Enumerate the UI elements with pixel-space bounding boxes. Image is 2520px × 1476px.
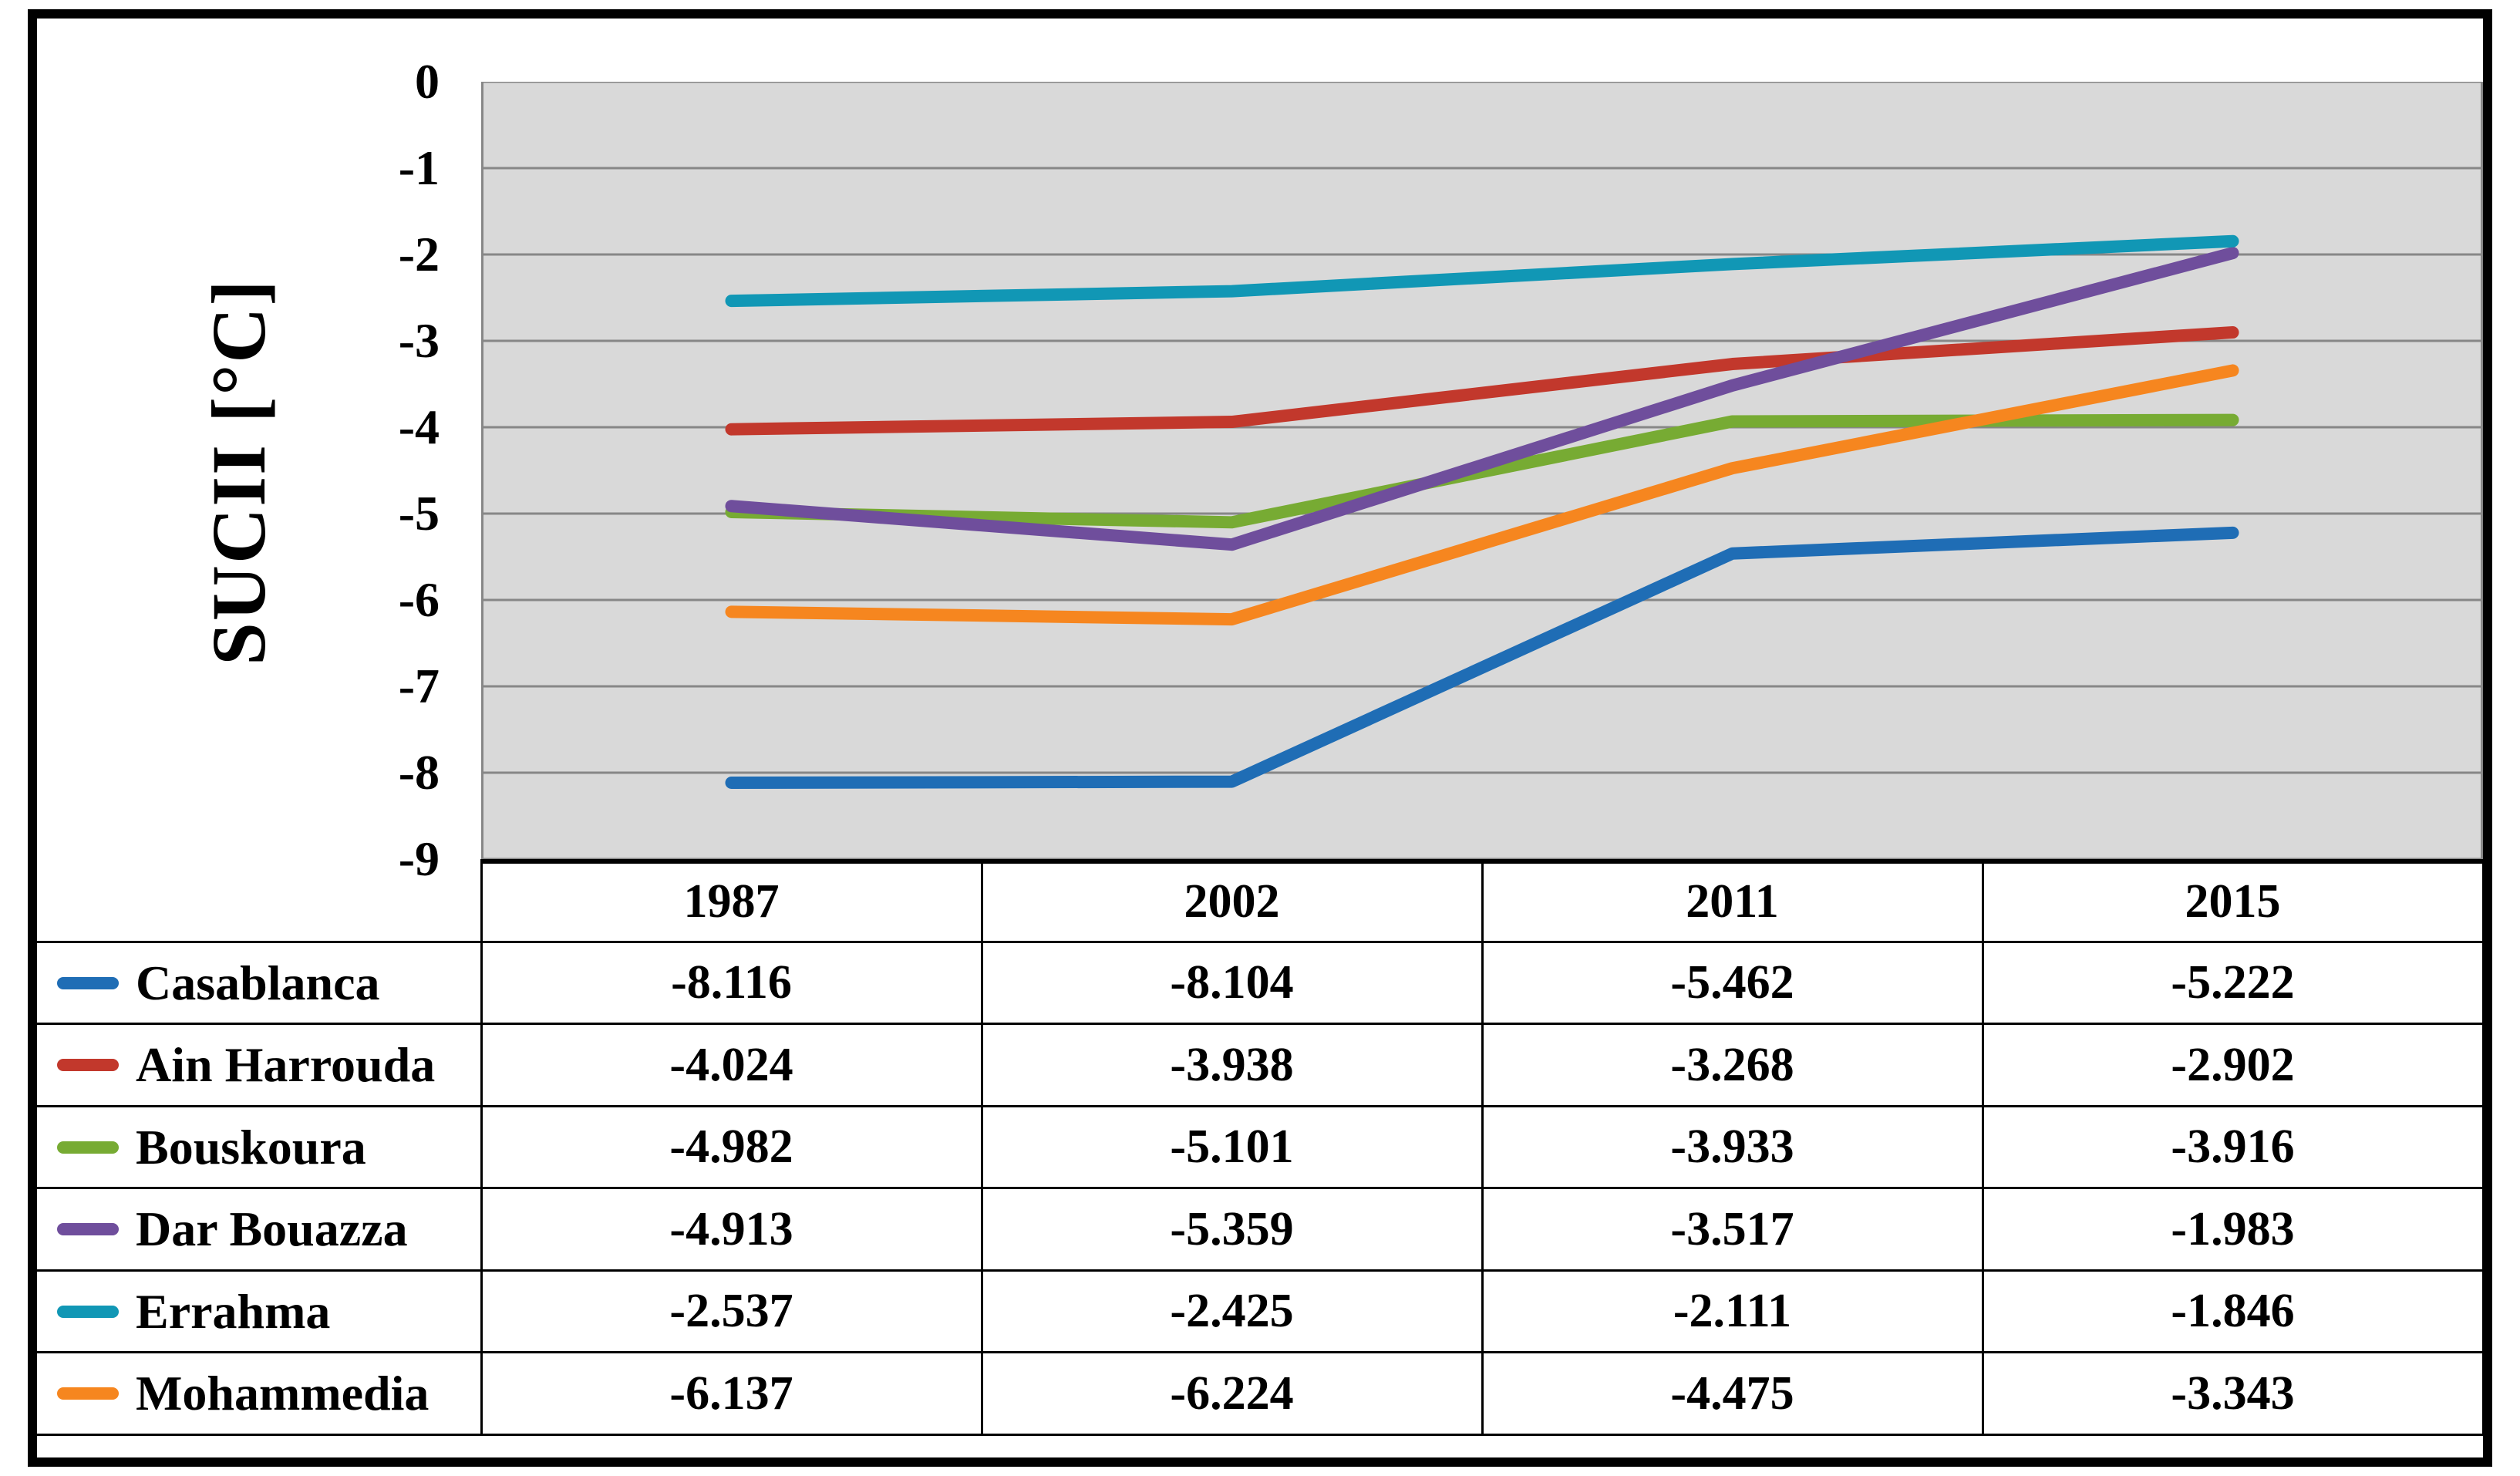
series-line-casablanca [725, 526, 2239, 789]
data-table: 1987 2002 2011 2015 Casablanca -8.116 -8.104 -5… [37, 858, 2485, 1436]
value-cell: -3.933 [1481, 1104, 1984, 1190]
city-name-label: Errahma [136, 1283, 331, 1339]
table-header-row: 1987 2002 2011 2015 [37, 858, 2485, 943]
value-cell: -3.938 [980, 1023, 1484, 1107]
table-corner-cell [37, 861, 483, 943]
city-name-label: Bouskoura [136, 1119, 366, 1174]
city-name-cell: Bouskoura [37, 1104, 483, 1190]
plot-area [481, 82, 2483, 859]
series-line-errahma [725, 234, 2239, 308]
value-cell: -2.902 [1981, 1023, 2485, 1107]
city-name-label: Casablanca [136, 955, 380, 1010]
value-cell: -6.137 [480, 1351, 983, 1436]
year-header-cell: 2015 [1981, 858, 2485, 943]
y-tick-label: -1 [398, 140, 440, 195]
series-line-ain-harrouda [725, 326, 2239, 436]
legend-line-icon [57, 1141, 119, 1154]
value-cell: -4.475 [1481, 1351, 1984, 1436]
value-cell: -4.024 [480, 1023, 983, 1107]
city-name-cell: Dar Bouazza [37, 1187, 483, 1272]
y-tick-label: -8 [398, 745, 440, 800]
year-header-cell: 2002 [980, 858, 1484, 943]
table-row: Dar Bouazza -4.913 -5.359 -3.517 -1.983 [37, 1187, 2485, 1272]
city-name-label: Dar Bouazza [136, 1201, 408, 1257]
city-name-label: Mohammedia [136, 1366, 430, 1421]
legend-line-icon [57, 1387, 119, 1400]
y-tick-label: -7 [398, 659, 440, 713]
series-line-mohammedia [725, 364, 2239, 626]
city-name-cell: Mohammedia [37, 1351, 483, 1436]
city-name-cell: Casablanca [37, 940, 483, 1026]
value-cell: -8.116 [480, 940, 983, 1026]
y-tick-label: -6 [398, 572, 440, 627]
legend-line-icon [57, 1305, 119, 1318]
series-line-dar-bouazza [725, 247, 2239, 551]
table-row: Bouskoura -4.982 -5.101 -3.933 -3.916 [37, 1104, 2485, 1190]
value-cell: -5.462 [1481, 940, 1984, 1026]
legend-line-icon [57, 1223, 119, 1236]
value-cell: -2.537 [480, 1269, 983, 1354]
table-row: Ain Harrouda -4.024 -3.938 -3.268 -2.902 [37, 1023, 2485, 1107]
y-tick-label: -4 [398, 399, 440, 454]
value-cell: -1.846 [1981, 1269, 2485, 1354]
y-tick-label: -2 [398, 227, 440, 281]
value-cell: -3.343 [1981, 1351, 2485, 1436]
year-header-cell: 2011 [1481, 858, 1984, 943]
value-cell: -2.111 [1481, 1269, 1984, 1354]
y-tick-label: 0 [415, 54, 440, 109]
city-name-cell: Ain Harrouda [37, 1023, 483, 1107]
table-row: Errahma -2.537 -2.425 -2.111 -1.846 [37, 1269, 2485, 1354]
value-cell: -5.222 [1981, 940, 2485, 1026]
legend-line-icon [57, 1059, 119, 1072]
value-cell: -5.359 [980, 1187, 1484, 1272]
city-name-label: Ain Harrouda [136, 1037, 436, 1093]
value-cell: -6.224 [980, 1351, 1484, 1436]
value-cell: -3.268 [1481, 1023, 1984, 1107]
city-name-cell: Errahma [37, 1269, 483, 1354]
value-cell: -5.101 [980, 1104, 1484, 1190]
y-tick-label: -5 [398, 486, 440, 541]
y-tick-label: -3 [398, 313, 440, 368]
value-cell: -4.982 [480, 1104, 983, 1190]
value-cell: -3.916 [1981, 1104, 2485, 1190]
table-row: Mohammedia -6.137 -6.224 -4.475 -3.343 [37, 1351, 2485, 1436]
legend-line-icon [57, 976, 119, 989]
table-row: Casablanca -8.116 -8.104 -5.462 -5.222 [37, 940, 2485, 1026]
value-cell: -1.983 [1981, 1187, 2485, 1272]
value-cell: -4.913 [480, 1187, 983, 1272]
value-cell: -8.104 [980, 940, 1484, 1026]
value-cell: -2.425 [980, 1269, 1484, 1354]
value-cell: -3.517 [1481, 1187, 1984, 1272]
year-header-cell: 1987 [480, 858, 983, 943]
